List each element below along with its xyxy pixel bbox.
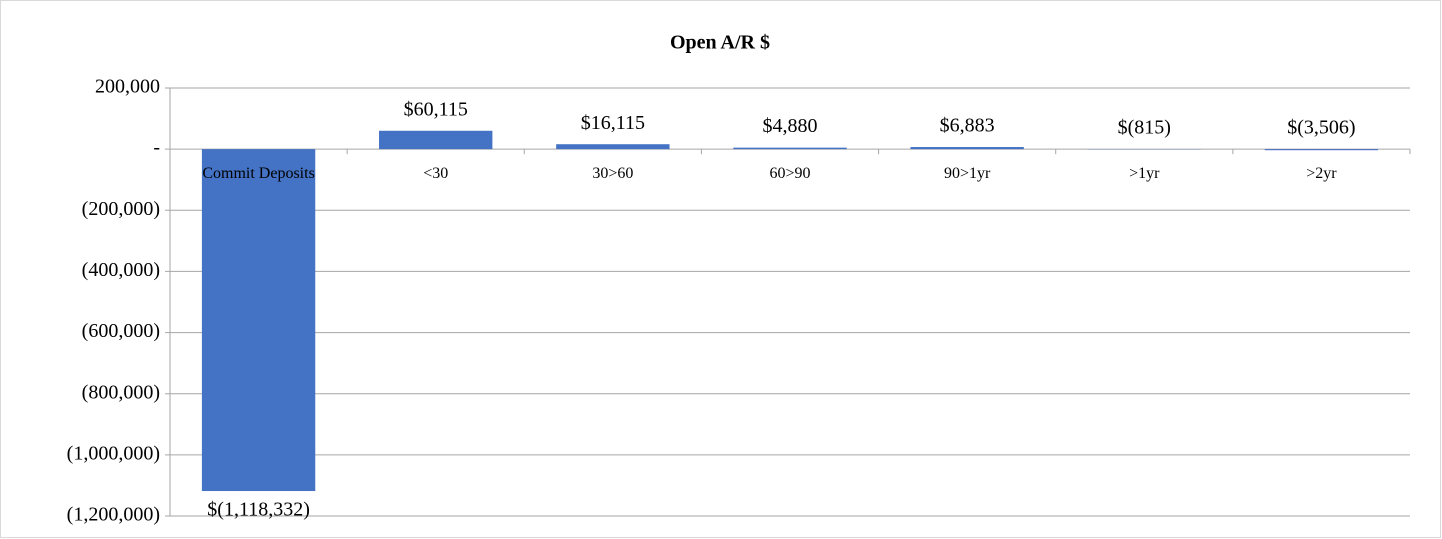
x-tick-label: >2yr (1306, 165, 1337, 182)
x-tick-label: <30 (423, 165, 448, 182)
value-label: $4,880 (763, 115, 818, 137)
x-tick-label: 60>90 (769, 165, 810, 182)
value-label: $60,115 (404, 98, 468, 120)
x-tick-label: 90>1yr (944, 165, 991, 182)
bar (379, 130, 493, 150)
bar (910, 147, 1024, 150)
chart-title: Open A/R $ (670, 32, 770, 54)
y-tick-label: (1,000,000) (67, 442, 160, 464)
y-tick-label: 200,000 (95, 76, 160, 98)
y-tick-label: - (153, 137, 160, 159)
bar (1264, 149, 1379, 151)
value-label: $(1,118,332) (207, 499, 310, 521)
bar (556, 144, 670, 150)
y-tick-label: (600,000) (82, 320, 160, 342)
value-label: $(815) (1118, 117, 1171, 139)
y-tick-label: (1,200,000) (67, 504, 160, 526)
y-tick-label: (400,000) (82, 259, 160, 281)
x-tick-label: Commit Deposits (202, 165, 314, 182)
y-tick-label: (800,000) (82, 381, 160, 403)
bar (201, 149, 316, 492)
value-label: $(3,506) (1287, 117, 1355, 139)
x-tick-label: >1yr (1129, 165, 1160, 182)
x-tick-label: 30>60 (592, 165, 633, 182)
y-tick-label: (200,000) (82, 198, 160, 220)
value-label: $6,883 (940, 115, 995, 137)
value-label: $16,115 (581, 112, 645, 134)
bar (733, 147, 847, 150)
